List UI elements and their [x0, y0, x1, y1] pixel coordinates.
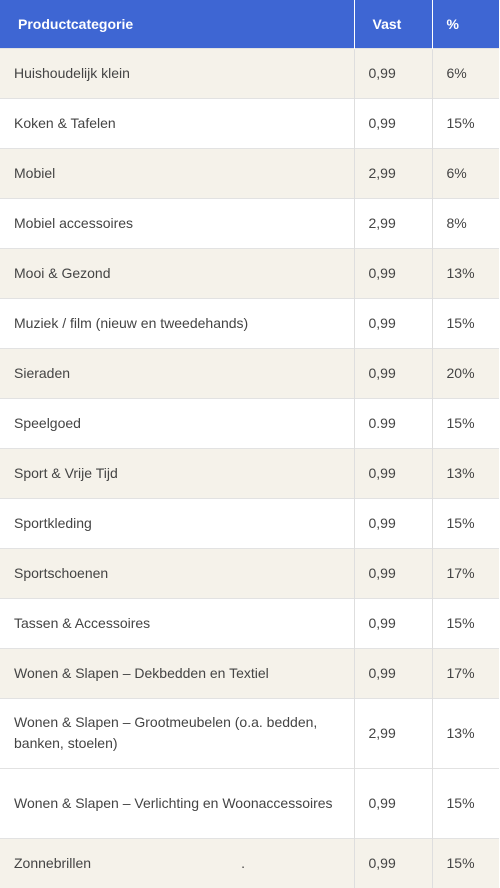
table-row: Sportkleding 0,99 15% — [0, 497, 499, 548]
fixed-fee-cell: 2,99 — [354, 697, 433, 768]
percentage-cell: 15% — [432, 497, 499, 548]
percentage-cell: 17% — [432, 647, 499, 698]
percentage-cell: 13% — [432, 247, 499, 298]
category-cell: Mobiel accessoires — [0, 197, 355, 248]
header-category: Productcategorie — [0, 0, 355, 48]
fixed-fee-cell: 0,99 — [354, 347, 433, 398]
header-percentage: % — [432, 0, 499, 48]
fixed-fee-cell: 0,99 — [354, 547, 433, 598]
category-cell: Muziek / film (nieuw en tweedehands) — [0, 297, 355, 348]
fixed-fee-cell: 0,99 — [354, 767, 433, 838]
category-cell: Speelgoed — [0, 397, 355, 448]
percentage-cell: 13% — [432, 697, 499, 768]
table-header-row: Productcategorie Vast % — [0, 0, 499, 48]
percentage-cell: 15% — [432, 597, 499, 648]
fixed-fee-cell: 0,99 — [354, 647, 433, 698]
category-cell: Wonen & Slapen – Verlichting en Woonacce… — [0, 767, 355, 838]
fixed-fee-cell: 0,99 — [354, 47, 433, 98]
category-cell: Huishoudelijk klein — [0, 47, 355, 98]
table-row: Mobiel accessoires 2,99 8% — [0, 197, 499, 248]
fixed-fee-cell: 0,99 — [354, 247, 433, 298]
percentage-cell: 15% — [432, 837, 499, 888]
fixed-fee-cell: 2,99 — [354, 197, 433, 248]
table-row: Koken & Tafelen 0,99 15% — [0, 97, 499, 148]
fixed-fee-cell: 0,99 — [354, 297, 433, 348]
category-cell: Sieraden — [0, 347, 355, 398]
category-cell: Mobiel — [0, 147, 355, 198]
category-cell: Tassen & Accessoires — [0, 597, 355, 648]
fixed-fee-cell: 0,99 — [354, 837, 433, 888]
table-row: Sport & Vrije Tijd 0,99 13% — [0, 447, 499, 498]
table-row: Mobiel 2,99 6% — [0, 147, 499, 198]
trailing-mark: . — [241, 854, 245, 871]
table-row: Wonen & Slapen – Verlichting en Woonacce… — [0, 767, 499, 838]
table-row: Tassen & Accessoires 0,99 15% — [0, 597, 499, 648]
category-cell: Sportkleding — [0, 497, 355, 548]
percentage-cell: 6% — [432, 47, 499, 98]
category-cell: Koken & Tafelen — [0, 97, 355, 148]
fixed-fee-cell: 0,99 — [354, 597, 433, 648]
table-row: Wonen & Slapen – Dekbedden en Textiel 0,… — [0, 647, 499, 698]
percentage-cell: 6% — [432, 147, 499, 198]
table-row: Huishoudelijk klein 0,99 6% — [0, 47, 499, 98]
table-row: Speelgoed 0.99 15% — [0, 397, 499, 448]
category-label: Zonnebrillen — [14, 854, 92, 871]
fixed-fee-cell: 0,99 — [354, 97, 433, 148]
category-cell: Wonen & Slapen – Grootmeubelen (o.a. bed… — [0, 697, 355, 768]
percentage-cell: 15% — [432, 97, 499, 148]
table-row: Sportschoenen 0,99 17% — [0, 547, 499, 598]
table-row: Wonen & Slapen – Grootmeubelen (o.a. bed… — [0, 697, 499, 768]
percentage-cell: 20% — [432, 347, 499, 398]
category-cell: Mooi & Gezond — [0, 247, 355, 298]
fixed-fee-cell: 0,99 — [354, 497, 433, 548]
percentage-cell: 15% — [432, 297, 499, 348]
percentage-cell: 15% — [432, 767, 499, 838]
category-cell: Zonnebrillen. — [0, 837, 355, 888]
fixed-fee-cell: 0,99 — [354, 447, 433, 498]
table-row: Sieraden 0,99 20% — [0, 347, 499, 398]
percentage-cell: 15% — [432, 397, 499, 448]
header-fixed-fee: Vast — [354, 0, 433, 48]
percentage-cell: 8% — [432, 197, 499, 248]
category-cell: Sport & Vrije Tijd — [0, 447, 355, 498]
table-row: Zonnebrillen. 0,99 15% — [0, 837, 499, 888]
table-row: Mooi & Gezond 0,99 13% — [0, 247, 499, 298]
fixed-fee-cell: 2,99 — [354, 147, 433, 198]
category-cell: Sportschoenen — [0, 547, 355, 598]
category-cell: Wonen & Slapen – Dekbedden en Textiel — [0, 647, 355, 698]
percentage-cell: 13% — [432, 447, 499, 498]
fixed-fee-cell: 0.99 — [354, 397, 433, 448]
table-row: Muziek / film (nieuw en tweedehands) 0,9… — [0, 297, 499, 348]
percentage-cell: 17% — [432, 547, 499, 598]
